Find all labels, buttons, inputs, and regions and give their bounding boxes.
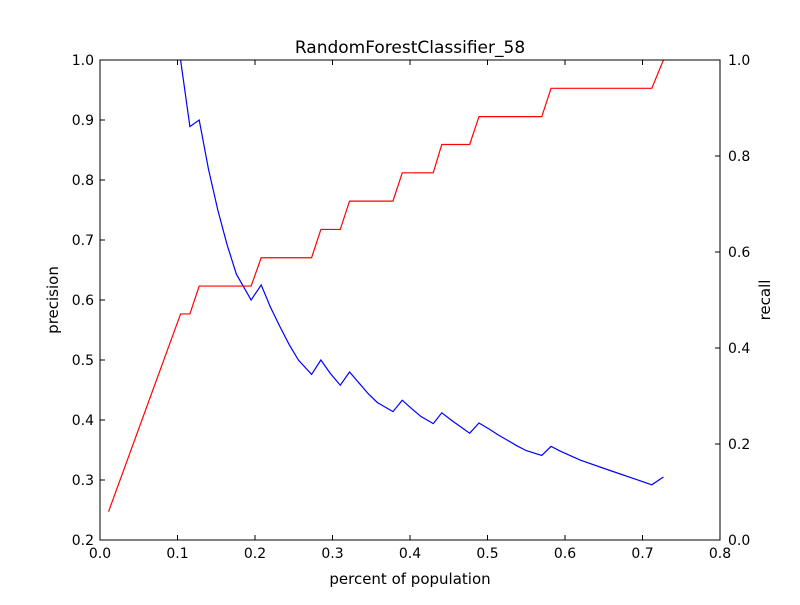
right-tick-label: 0.2: [728, 437, 750, 453]
x-axis-label: percent of population: [329, 570, 490, 588]
left-tick-label: 0.5: [72, 353, 94, 369]
x-tick-label: 0.4: [399, 546, 421, 562]
x-tick-label: 0.3: [321, 546, 343, 562]
chart-title: RandomForestClassifier_58: [295, 38, 525, 58]
left-tick-label: 0.3: [72, 473, 94, 489]
plot-area: 0.0 0.1 0.2 0.3 0.4 0.5 0.6 0.7 0.8 0.2 0.3 0.4 0.5 0…: [72, 53, 751, 562]
x-tick-label: 0.2: [244, 546, 266, 562]
left-tick-label: 0.2: [72, 533, 94, 549]
right-tick-label: 0.8: [728, 149, 750, 165]
x-tick-label: 0.7: [631, 546, 653, 562]
right-tick-label: 0.4: [728, 341, 750, 357]
recall-line: [107, 60, 664, 512]
left-tick-label: 0.7: [72, 233, 94, 249]
plot-frame: [99, 59, 721, 541]
left-tick-label: 0.6: [72, 293, 94, 309]
right-tick-label: 0.6: [728, 245, 750, 261]
right-tick-label: 1.0: [728, 53, 750, 69]
left-tick-label: 0.9: [72, 113, 94, 129]
x-tick-label: 0.6: [554, 546, 576, 562]
left-tick-label: 0.4: [72, 413, 94, 429]
left-tick-label: 0.8: [72, 173, 94, 189]
left-tick-label: 1.0: [72, 53, 94, 69]
right-tick-label: 0.0: [728, 533, 750, 549]
precision-line: [180, 60, 664, 486]
right-axis-label: recall: [756, 280, 774, 321]
left-axis-label: precision: [44, 266, 62, 334]
x-tick-label: 0.0: [89, 546, 111, 562]
x-tick-label: 0.1: [166, 546, 188, 562]
x-tick-label: 0.5: [476, 546, 498, 562]
x-tick-label: 0.8: [709, 546, 731, 562]
